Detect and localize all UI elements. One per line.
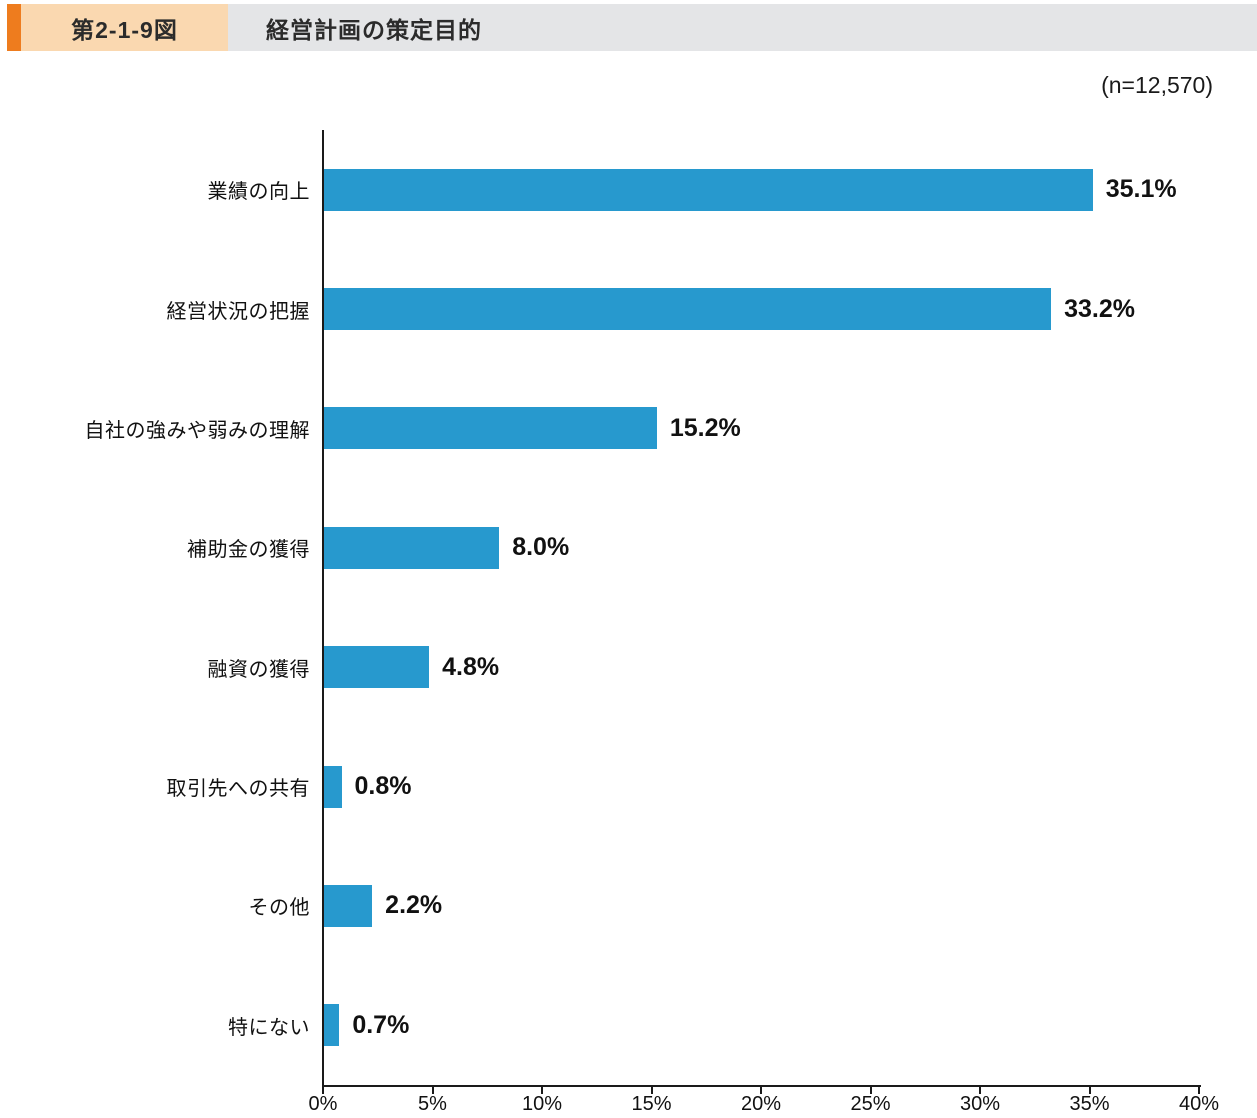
x-axis-tick-label: 15% bbox=[631, 1093, 672, 1115]
x-axis-tick bbox=[760, 1087, 762, 1094]
chart-row: その他 2.2% bbox=[0, 846, 1257, 965]
value-label: 4.8% bbox=[442, 652, 500, 681]
x-axis-tick-label: 35% bbox=[1069, 1093, 1110, 1115]
value-label: 0.7% bbox=[352, 1010, 410, 1039]
x-axis-tick-label: 5% bbox=[418, 1093, 447, 1115]
x-axis-line bbox=[322, 1085, 1201, 1087]
value-label: 15.2% bbox=[669, 413, 741, 442]
x-axis-tick bbox=[541, 1087, 543, 1094]
x-axis-tick bbox=[650, 1087, 653, 1094]
bar bbox=[324, 288, 1052, 331]
x-axis-tick-label: 10% bbox=[521, 1093, 563, 1115]
value-label: 33.2% bbox=[1064, 294, 1135, 323]
bar bbox=[324, 646, 430, 689]
x-axis-tick bbox=[1088, 1087, 1091, 1094]
header-accent-bar bbox=[7, 4, 21, 51]
x-axis-tick bbox=[1198, 1087, 1200, 1094]
x-axis-tick bbox=[979, 1087, 981, 1094]
x-axis-tick-label: 0% bbox=[308, 1093, 338, 1115]
chart-row: 自社の強みや弱みの理解 15.2% bbox=[0, 369, 1257, 488]
category-label: 特にない bbox=[228, 1016, 310, 1039]
category-label: 業績の向上 bbox=[207, 181, 310, 204]
bar bbox=[324, 1004, 340, 1047]
x-axis-tick-label: 20% bbox=[740, 1093, 782, 1115]
value-label: 0.8% bbox=[354, 772, 412, 801]
x-axis-tick bbox=[322, 1087, 324, 1094]
category-label: 融資の獲得 bbox=[207, 658, 310, 681]
value-label: 35.1% bbox=[1105, 175, 1177, 204]
chart-row: 融資の獲得 4.8% bbox=[0, 608, 1257, 727]
figure-title: 経営計画の策定目的 bbox=[228, 4, 1257, 51]
chart-row: 取引先への共有 0.8% bbox=[0, 727, 1257, 846]
chart-row: 経営状況の把握 33.2% bbox=[0, 249, 1257, 368]
y-axis-line bbox=[322, 130, 324, 1087]
chart-row: 業績の向上 35.1% bbox=[0, 130, 1257, 249]
chart-row: 特にない 0.7% bbox=[0, 966, 1257, 1085]
category-label: 経営状況の把握 bbox=[166, 300, 310, 323]
x-axis-tick bbox=[431, 1087, 434, 1094]
bar bbox=[324, 765, 342, 808]
x-axis-tick bbox=[869, 1087, 872, 1094]
x-axis-tick-label: 30% bbox=[959, 1093, 1001, 1115]
sample-size-note: (n=12,570) bbox=[1101, 72, 1213, 98]
category-label: その他 bbox=[248, 897, 310, 920]
category-label: 補助金の獲得 bbox=[187, 539, 310, 562]
value-label: 2.2% bbox=[385, 891, 443, 920]
x-axis-tick-label: 40% bbox=[1178, 1093, 1220, 1115]
category-label: 取引先への共有 bbox=[166, 778, 310, 801]
bar bbox=[324, 168, 1093, 211]
bar bbox=[324, 884, 373, 927]
bar bbox=[324, 526, 500, 569]
category-label: 自社の強みや弱みの理解 bbox=[84, 419, 310, 442]
x-axis-tick-label: 25% bbox=[850, 1093, 891, 1115]
bar bbox=[324, 407, 657, 450]
chart-row: 補助金の獲得 8.0% bbox=[0, 488, 1257, 607]
value-label: 8.0% bbox=[512, 533, 570, 562]
figure-number-label: 第2-1-9図 bbox=[21, 4, 228, 51]
